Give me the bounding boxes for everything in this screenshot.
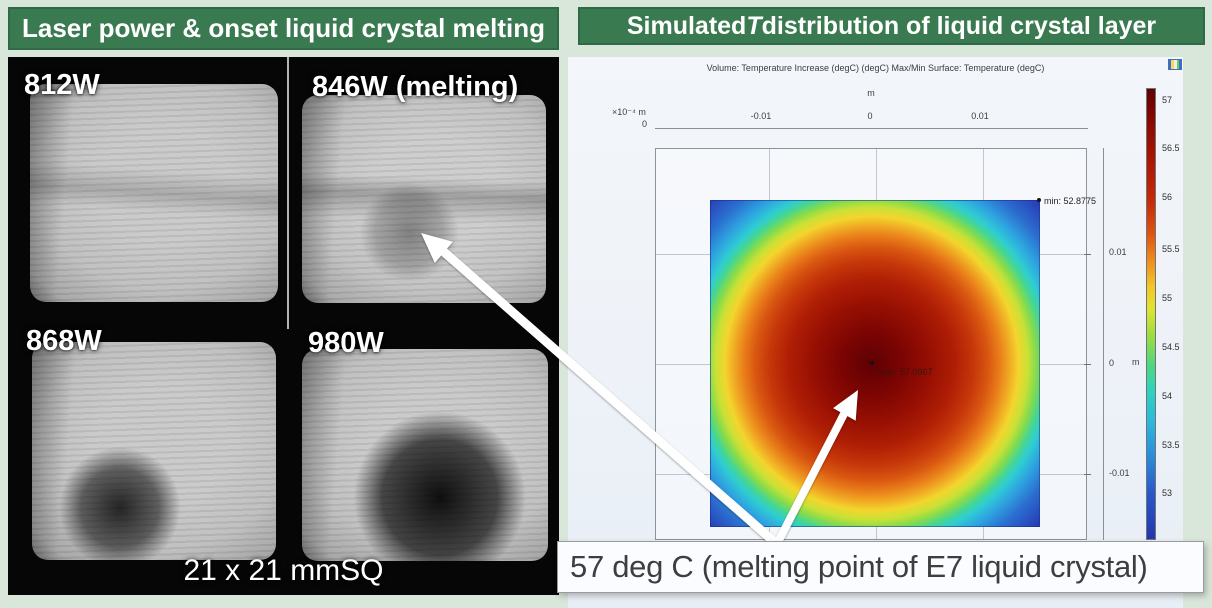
min-marker-dot xyxy=(1037,198,1041,202)
right-title-italic-T: T xyxy=(746,11,762,40)
colorbar-tick-545: 54.5 xyxy=(1162,342,1180,352)
colorbar-tick-565: 56.5 xyxy=(1162,143,1180,153)
top-axis-unit: m xyxy=(867,88,875,98)
colorbar-tick-56: 56 xyxy=(1162,192,1173,202)
colorbar-tick-53: 53 xyxy=(1162,488,1173,498)
temperature-colorbar xyxy=(1146,88,1156,540)
z-scale-label: ×10⁻⁴ m xyxy=(612,107,646,117)
colorbar-tick-57: 57 xyxy=(1162,95,1173,105)
sample-size-label: 21 x 21 mmSQ xyxy=(183,554,384,587)
top-axis-line xyxy=(655,128,1088,129)
right-axis-unit: m xyxy=(1132,357,1140,367)
left-panel-title: Laser power & onset liquid crystal melti… xyxy=(8,7,559,50)
colorbar-tick-54: 54 xyxy=(1162,391,1173,401)
laser-power-image-panel: 812W 846W (melting) 868W 980W 21 x 21 mm… xyxy=(8,57,559,595)
colorbar-tick-555: 55.5 xyxy=(1162,244,1180,254)
right-panel-title: Simulated T distribution of liquid cryst… xyxy=(578,7,1205,45)
frame-tick xyxy=(1084,364,1091,365)
top-axis-tick-001: 0.01 xyxy=(971,111,989,121)
right-axis-tick-neg001: -0.01 xyxy=(1109,468,1130,478)
right-axis-tick-001: 0.01 xyxy=(1109,247,1127,257)
colorbar-tick-535: 53.5 xyxy=(1162,440,1180,450)
top-axis-tick-neg001: -0.01 xyxy=(750,111,772,121)
simulation-panel: Volume: Temperature Increase (degC) (deg… xyxy=(568,57,1183,608)
right-title-prefix: Simulated xyxy=(626,11,747,40)
plot-header: Volume: Temperature Increase (degC) (deg… xyxy=(706,63,1045,73)
power-label-868w: 868W xyxy=(26,325,102,357)
sample-image-980w xyxy=(302,349,548,561)
min-annotation: min: 52.8775 xyxy=(1044,196,1097,206)
z-scale-zero: 0 xyxy=(642,119,648,129)
frame-tick xyxy=(1084,254,1091,255)
top-axis-tick-0: 0 xyxy=(867,111,873,121)
sample-image-846w-melting xyxy=(302,95,546,303)
power-label-812w: 812W xyxy=(24,69,100,101)
sample-image-868w xyxy=(32,342,276,560)
colormap-grid-icon[interactable] xyxy=(1168,59,1182,70)
right-axis-line xyxy=(1103,148,1104,540)
power-label-846w-melting: 846W (melting) xyxy=(312,71,519,103)
temperature-heatmap xyxy=(710,200,1040,527)
max-annotation: max: 57.0967 xyxy=(878,367,933,377)
image-column-divider xyxy=(287,57,289,329)
colorbar-tick-55: 55 xyxy=(1162,293,1173,303)
sample-image-812w xyxy=(30,84,278,302)
melting-point-callout: 57 deg C (melting point of E7 liquid cry… xyxy=(557,541,1204,593)
right-title-suffix: distribution of liquid crystal layer xyxy=(761,11,1157,40)
frame-tick xyxy=(1084,474,1091,475)
power-label-980w: 980W xyxy=(308,327,384,359)
max-marker-dot xyxy=(870,361,874,365)
right-axis-tick-0: 0 xyxy=(1109,358,1115,368)
